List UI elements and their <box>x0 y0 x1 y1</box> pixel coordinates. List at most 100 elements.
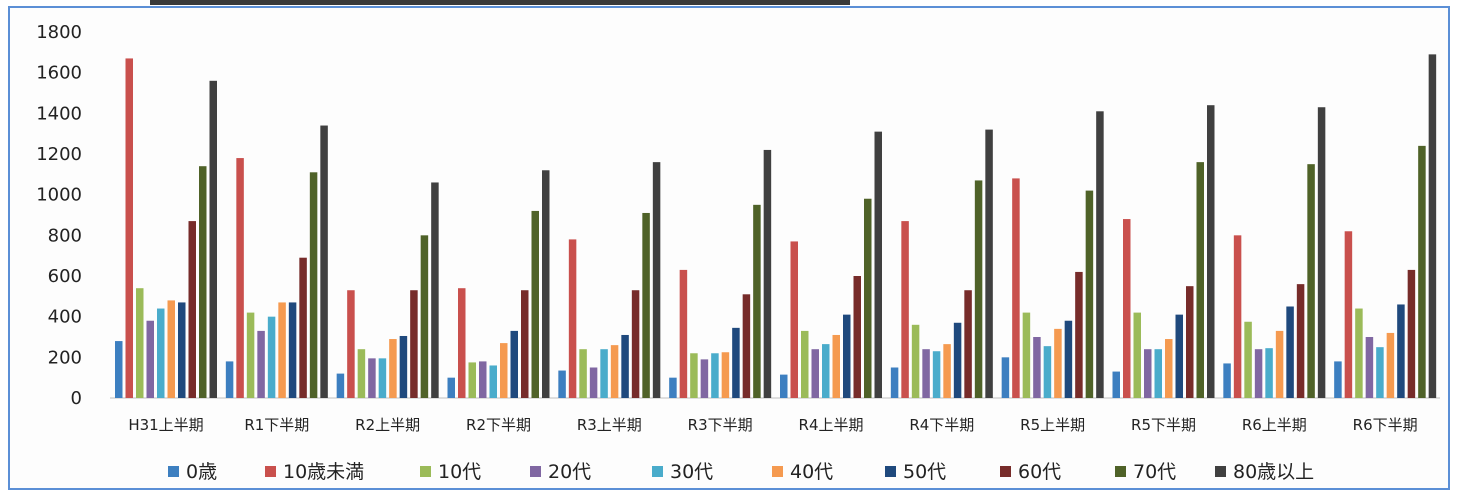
legend: 0歳 10歳未満 10代 20代 30代 40代 50代 60代 70代 80歳以上 <box>168 461 1314 483</box>
bar <box>1296 284 1305 398</box>
x-tick-label: R4上半期 <box>799 416 864 434</box>
bar <box>199 166 207 398</box>
bar <box>610 345 619 398</box>
legend-swatch <box>168 466 179 477</box>
bar <box>1254 349 1263 398</box>
bar <box>1386 332 1395 398</box>
bar <box>1344 231 1353 398</box>
legend-swatch <box>652 466 663 477</box>
bar <box>780 374 788 398</box>
bar <box>1418 145 1426 398</box>
y-tick-label: 1200 <box>36 144 82 165</box>
bar <box>1154 349 1162 398</box>
legend-label: 70代 <box>1133 461 1176 483</box>
bar <box>1165 339 1173 398</box>
x-tick-label: R2上半期 <box>355 416 420 434</box>
bar <box>1286 306 1294 398</box>
bar <box>1233 235 1242 398</box>
bar <box>631 290 640 398</box>
bar <box>309 172 318 398</box>
legend-label: 30代 <box>670 461 713 483</box>
bar <box>932 351 941 398</box>
bar <box>1317 107 1326 398</box>
top-edge-bar <box>150 0 850 5</box>
bar <box>742 294 751 398</box>
bar <box>431 182 439 398</box>
x-tick-label: R6上半期 <box>1242 416 1307 434</box>
bar <box>690 353 698 398</box>
bar <box>1397 304 1405 398</box>
bar <box>236 158 244 398</box>
bar <box>510 330 518 398</box>
bar <box>1307 164 1315 398</box>
legend-label: 60代 <box>1018 461 1061 483</box>
bar <box>267 316 276 398</box>
bar <box>468 362 476 398</box>
bar <box>922 349 930 398</box>
legend-swatch <box>265 466 276 477</box>
bar <box>1033 337 1041 398</box>
bar <box>188 221 196 398</box>
bar <box>811 349 819 398</box>
x-tick-label: R4下半期 <box>909 416 974 434</box>
bar <box>1376 347 1384 398</box>
y-tick-label: 0 <box>71 388 82 409</box>
bar <box>1186 286 1194 398</box>
bar <box>964 290 972 398</box>
bar <box>721 352 730 398</box>
x-tick-label: R2下半期 <box>466 416 531 434</box>
bar <box>711 353 719 398</box>
bar <box>1096 111 1104 399</box>
bar <box>521 290 529 398</box>
bar <box>447 377 455 398</box>
x-tick-label: R1下半期 <box>244 416 309 434</box>
bar <box>257 330 265 398</box>
bar <box>600 349 608 398</box>
bar <box>136 288 144 398</box>
bar <box>1365 337 1374 398</box>
bar <box>357 349 366 398</box>
bar <box>890 367 899 398</box>
y-tick-label: 600 <box>48 266 82 287</box>
bar <box>500 343 508 398</box>
bar <box>115 341 123 398</box>
bar <box>1355 308 1363 398</box>
legend-label: 20代 <box>548 461 591 483</box>
bar <box>542 170 550 398</box>
bar <box>1275 330 1284 398</box>
legend-label: 50代 <box>903 461 946 483</box>
bar <box>1428 54 1437 398</box>
bar <box>953 322 962 398</box>
bar <box>589 367 598 398</box>
bar <box>843 314 851 398</box>
bar <box>1075 271 1083 398</box>
bar <box>669 377 677 398</box>
bar <box>410 290 418 398</box>
bar <box>1223 363 1231 398</box>
x-tick-label: R3下半期 <box>688 416 753 434</box>
bar <box>1012 178 1020 398</box>
legend-swatch <box>772 466 783 477</box>
bar <box>1043 346 1052 398</box>
bar <box>1196 162 1204 398</box>
bar <box>1064 320 1073 398</box>
bar <box>642 212 650 398</box>
bar <box>299 257 307 398</box>
bar <box>700 359 709 398</box>
bar <box>790 241 798 398</box>
bar <box>288 302 297 398</box>
bar <box>278 302 286 398</box>
bar <box>1175 314 1183 398</box>
bar <box>368 358 376 398</box>
x-tick-label: H31上半期 <box>128 416 203 434</box>
bar <box>1144 349 1152 398</box>
bar <box>347 290 355 398</box>
bar <box>753 204 761 398</box>
legend-label: 10代 <box>438 461 481 483</box>
x-tick-label: R5上半期 <box>1020 416 1085 434</box>
x-tick-label: R5下半期 <box>1131 416 1196 434</box>
bar <box>157 308 165 398</box>
y-tick-label: 1800 <box>36 22 82 43</box>
x-axis: H31上半期 R1下半期 R2上半期 R2下半期 R3上半期 R3下半期 R4上半期 R4下半… <box>128 416 1417 434</box>
